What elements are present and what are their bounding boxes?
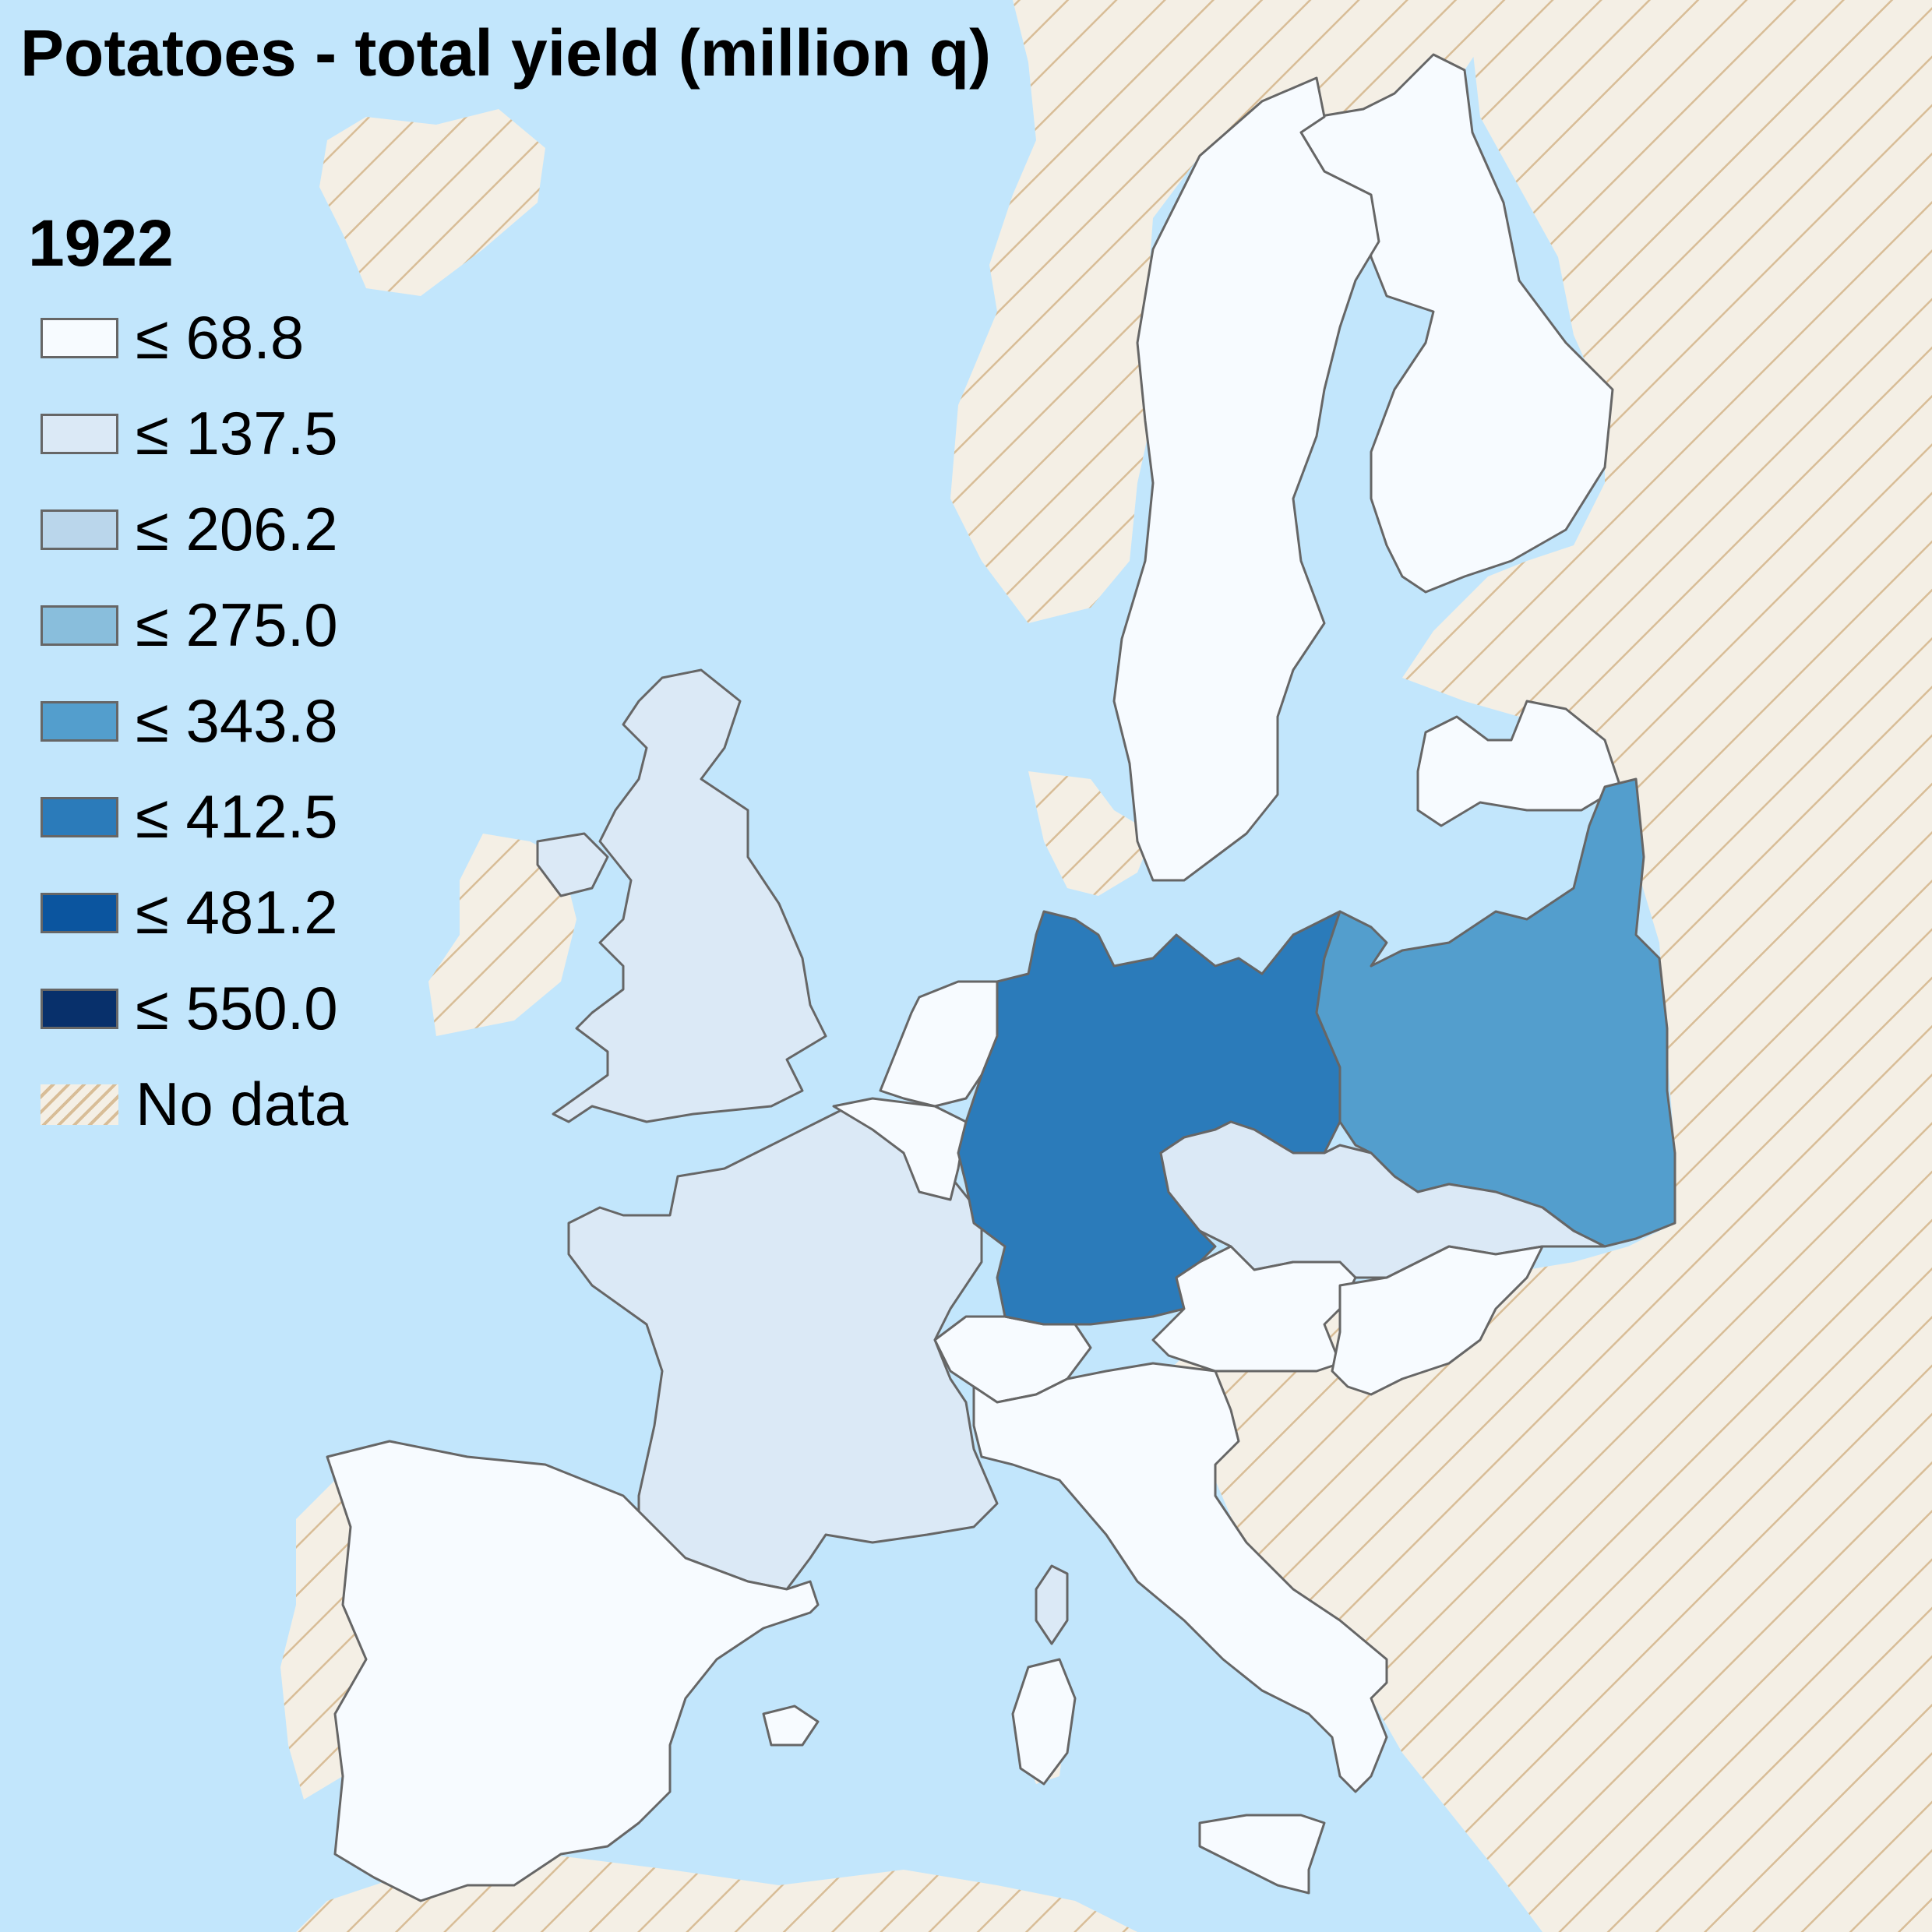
country-hungary	[1331, 1245, 1544, 1396]
legend-row: No data	[41, 1056, 348, 1152]
legend-swatch	[41, 317, 118, 358]
legend-swatch	[41, 509, 118, 550]
country-netherlands	[879, 980, 999, 1108]
country-poland	[1315, 777, 1676, 1248]
legend-row: ≤ 481.2	[41, 865, 348, 961]
country-corsica	[1035, 1564, 1069, 1645]
legend-swatch	[41, 413, 118, 454]
country-italy-sicily	[1198, 1814, 1326, 1895]
legend-swatch	[41, 605, 118, 646]
no-data-portugal	[280, 1480, 366, 1800]
country-spain	[326, 1440, 820, 1902]
legend-row: ≤ 68.8	[41, 290, 348, 386]
legend-row: ≤ 206.2	[41, 481, 348, 577]
country-finland	[1299, 53, 1614, 594]
legend-swatch-no-data	[41, 1084, 118, 1125]
legend-label: ≤ 412.5	[136, 782, 338, 851]
no-data-east	[1169, 0, 1932, 1932]
legend-label: ≤ 206.2	[136, 495, 338, 563]
no-data-iceland	[319, 109, 545, 296]
country-sweden	[1112, 76, 1380, 882]
no-data-ireland	[428, 834, 576, 1036]
country-italy-sardinia	[1011, 1658, 1077, 1786]
legend-row: ≤ 343.8	[41, 673, 348, 769]
legend-label: ≤ 343.8	[136, 686, 338, 755]
country-belgium	[832, 1097, 968, 1201]
legend: 1922 ≤ 68.8 ≤ 137.5 ≤ 206.2 ≤ 275.0 ≤ 34…	[28, 210, 348, 1152]
legend-swatch	[41, 700, 118, 742]
country-uk	[552, 668, 827, 1123]
map-title: Potatoes - total yield (million q)	[20, 16, 992, 90]
country-switzerland	[933, 1315, 1092, 1404]
no-data-denmark	[1028, 771, 1153, 896]
legend-swatch	[41, 796, 118, 837]
legend-row: ≤ 137.5	[41, 386, 348, 481]
legend-label: ≤ 275.0	[136, 591, 338, 659]
legend-label: ≤ 550.0	[136, 974, 338, 1042]
legend-label: No data	[136, 1070, 349, 1138]
legend-row: ≤ 275.0	[41, 577, 348, 673]
country-uk-ni	[536, 832, 609, 897]
country-italy	[972, 1362, 1388, 1793]
legend-label: ≤ 68.8	[136, 303, 305, 372]
legend-swatch	[41, 988, 118, 1029]
legend-label: ≤ 137.5	[136, 399, 338, 467]
legend-row: ≤ 412.5	[41, 769, 348, 865]
country-spain-balearic	[762, 1705, 820, 1747]
legend-year: 1922	[28, 206, 174, 280]
legend-label: ≤ 481.2	[136, 878, 338, 947]
legend-swatch	[41, 892, 118, 933]
legend-row: ≤ 550.0	[41, 961, 348, 1056]
data-countries	[326, 53, 1676, 1902]
no-data-norway	[950, 0, 1480, 623]
